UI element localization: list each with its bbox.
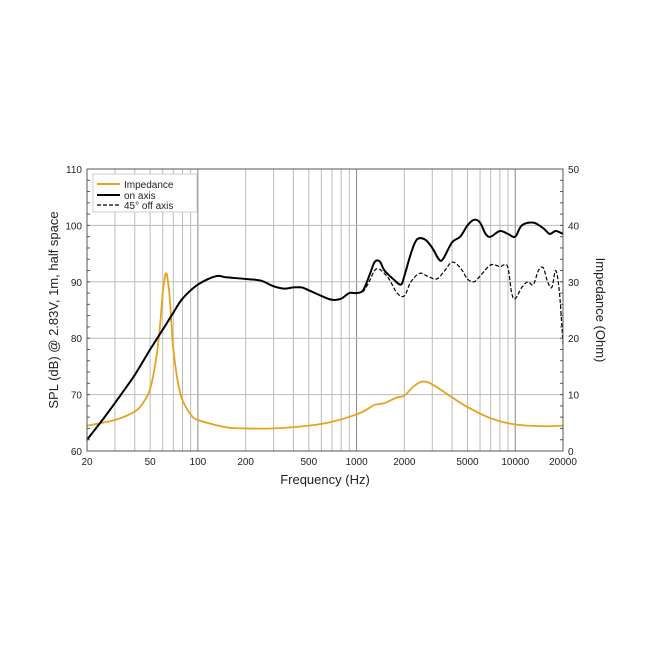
x-tick-label: 10000 xyxy=(501,457,529,468)
series-line-impedance xyxy=(86,272,564,430)
y2-tick-label: 50 xyxy=(568,165,580,176)
y2-tick-label: 40 xyxy=(568,221,580,232)
y-tick-label: 70 xyxy=(71,391,83,402)
y-tick-label: 110 xyxy=(66,165,82,176)
legend: Impedance on axis 45° off axis xyxy=(92,173,198,213)
x-tick-label: 5000 xyxy=(456,457,479,468)
x-tick-label: 200 xyxy=(237,457,254,468)
y2-tick-label: 0 xyxy=(568,447,574,458)
x-tick-label: 500 xyxy=(300,457,317,468)
y-axis-label: SPL (dB) @ 2.83V, 1m, half space xyxy=(46,211,61,408)
y2-tick-label: 10 xyxy=(568,391,580,402)
y-tick-label: 90 xyxy=(71,278,83,289)
legend-label-impedance: Impedance xyxy=(124,180,174,191)
x-tick-label: 50 xyxy=(145,457,157,468)
x-tick-label: 2000 xyxy=(393,457,416,468)
x-tick-label: 100 xyxy=(190,457,207,468)
series-line-on-axis xyxy=(86,218,564,441)
y-tick-label: 100 xyxy=(65,221,82,232)
plot-frame xyxy=(86,168,564,452)
y2-tick-label: 20 xyxy=(568,334,580,345)
x-tick-label: 1000 xyxy=(345,457,368,468)
y2-axis-label: Impedance (Ohm) xyxy=(593,258,608,363)
x-tick-label: 20000 xyxy=(549,457,577,468)
x-axis-label: Frequency (Hz) xyxy=(280,472,370,487)
y2-tick-label: 30 xyxy=(568,278,580,289)
legend-label-on-axis: on axis xyxy=(124,191,156,202)
x-tick-label: 20 xyxy=(81,457,93,468)
y-tick-label: 60 xyxy=(71,447,83,458)
legend-label-off-axis: 45° off axis xyxy=(124,201,173,212)
y-tick-label: 80 xyxy=(71,334,83,345)
